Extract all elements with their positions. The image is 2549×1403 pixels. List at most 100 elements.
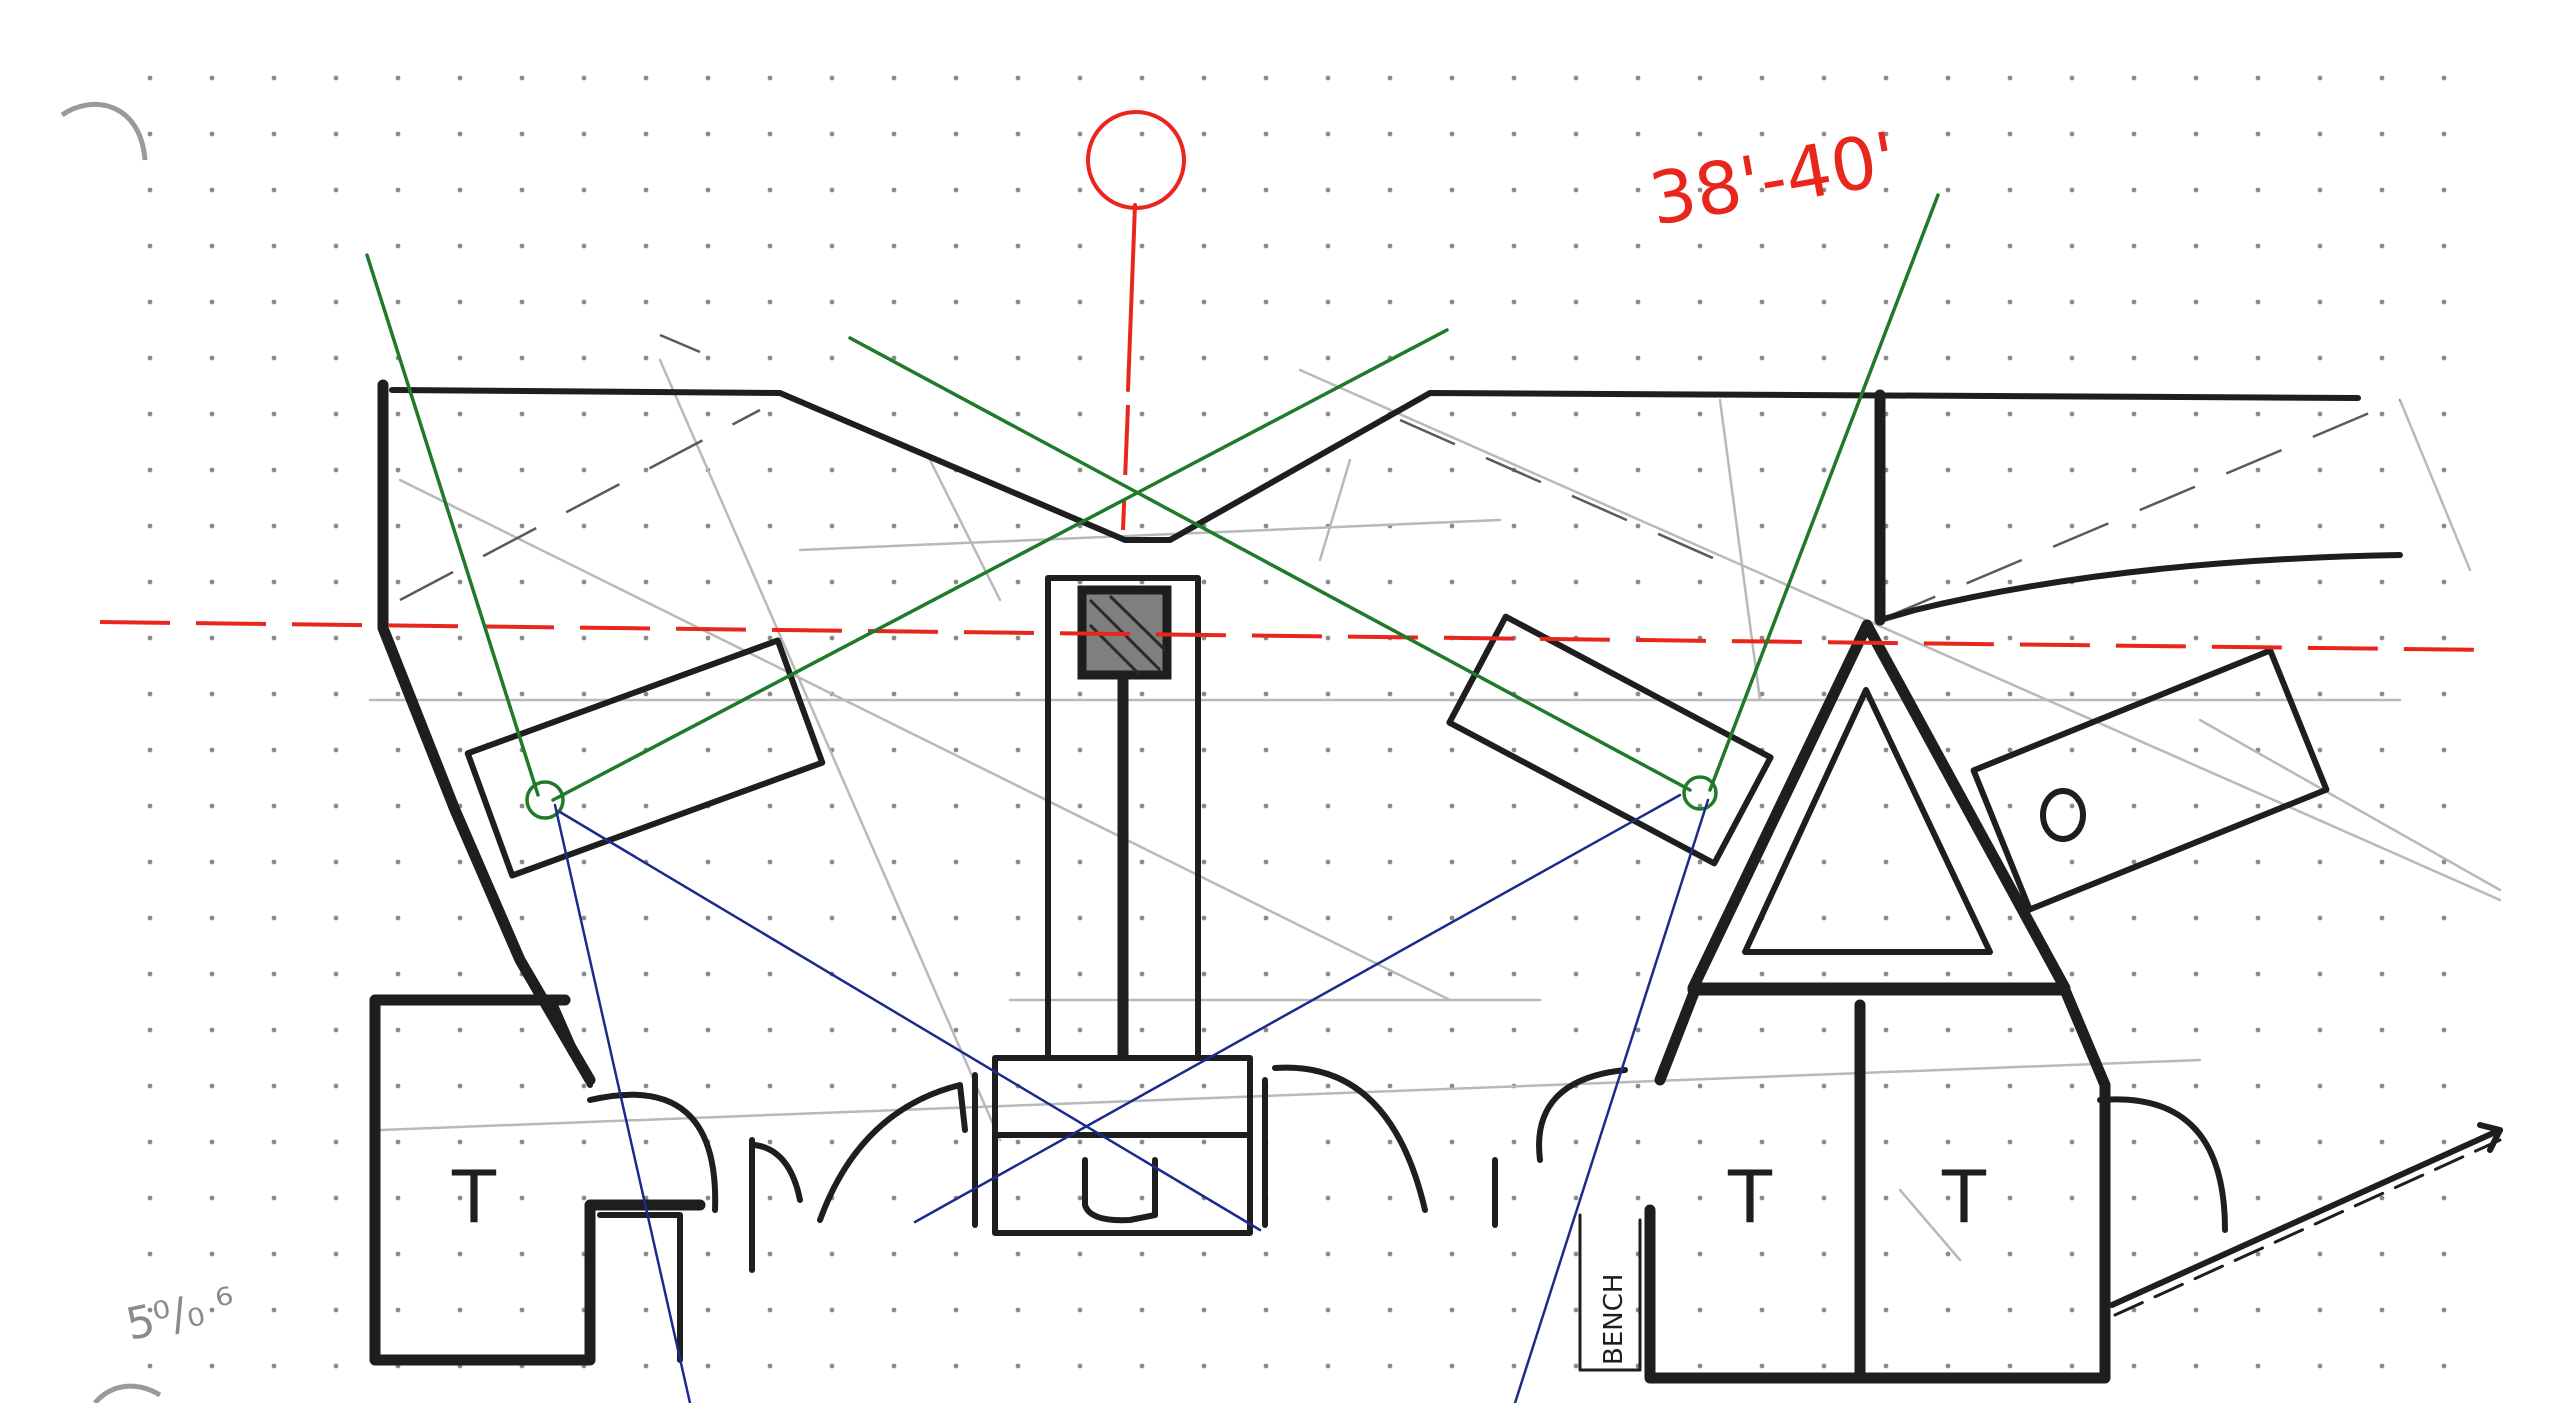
grid-dot [2131,635,2137,641]
grid-dot [767,1139,773,1145]
grid-dot [1635,131,1641,137]
grid-dot [1077,243,1083,249]
grid-dot [1883,187,1889,193]
grid-dot [581,691,587,697]
grid-dot [1635,299,1641,305]
grid-dot [519,859,525,865]
grid-dot [2317,803,2323,809]
grid-dot [2193,299,2199,305]
grid-dot [395,243,401,249]
grid-dot [1077,691,1083,697]
grid-dot [891,859,897,865]
grid-dot [333,355,339,361]
grid-dot [1201,691,1207,697]
left-exterior-wall [377,379,596,1086]
grid-dot [147,75,153,81]
right-overhang [1877,552,2403,623]
grid-dot [333,859,339,865]
grid-dot [1759,579,1765,585]
grid-dot [1387,747,1393,753]
grid-dot [2317,971,2323,977]
grid-dot [2255,467,2261,473]
grid-dot [2007,1139,2013,1145]
grid-dot [1759,243,1765,249]
grid-dot [953,1363,959,1369]
grid-dot [395,411,401,417]
grid-dot [2131,915,2137,921]
grid-dot [2007,467,2013,473]
grid-dot [2379,467,2385,473]
grid-dot [2379,691,2385,697]
grid-dot [643,411,649,417]
grid-dot [2441,187,2447,193]
grid-dot [209,131,215,137]
grid-dot [643,635,649,641]
grid-dot [1573,411,1579,417]
grid-dot [953,411,959,417]
grid-dot [147,131,153,137]
dimension-label: 38'-40' [1643,116,1903,242]
grid-dot [147,915,153,921]
grid-dot [519,635,525,641]
table-label-left: T [451,1155,497,1239]
grid-dot [2007,915,2013,921]
grid-dot [581,915,587,921]
grid-dot [1201,859,1207,865]
grid-dot [1697,1027,1703,1033]
grid-dot [2193,1195,2199,1201]
grid-dot [2317,299,2323,305]
grid-dot [2193,1027,2199,1033]
grid-dot [581,75,587,81]
grid-dot [643,523,649,529]
grid-dot [2069,1083,2075,1089]
grid-dot [271,75,277,81]
grid-dot [1077,1251,1083,1257]
grid-dot [2193,971,2199,977]
grid-dot [2379,971,2385,977]
grid-dot [953,747,959,753]
grid-dot [829,1027,835,1033]
grid-dot [953,355,959,361]
grid-dot [2007,243,2013,249]
grid-dot [1883,1251,1889,1257]
grid-dot [891,747,897,753]
grid-dot [1325,299,1331,305]
table-label-mid: T [1727,1155,1773,1239]
grid-dot [643,971,649,977]
grid-dot [1449,859,1455,865]
grid-dot [395,803,401,809]
grid-dot [581,859,587,865]
grid-dot [1077,1307,1083,1313]
grid-dot [1511,523,1517,529]
grid-dot [767,635,773,641]
grid-dot [581,803,587,809]
grid-dot [1945,1251,1951,1257]
grid-dot [1883,131,1889,137]
grid-dot [1635,803,1641,809]
grid-dot [953,523,959,529]
grid-dot [829,243,835,249]
grid-dot [395,131,401,137]
grid-dot [953,635,959,641]
grid-dot [1387,131,1393,137]
grid-dot [705,75,711,81]
grid-dot [1697,1363,1703,1369]
grid-dot [953,691,959,697]
grid-dot [2441,1195,2447,1201]
right-panel-marker [2040,788,2086,842]
grid-dot [1449,467,1455,473]
grid-dot [1077,1139,1083,1145]
grid-dot [1077,1083,1083,1089]
grid-dot [1821,243,1827,249]
grid-dot [2441,355,2447,361]
grid-dot [1759,523,1765,529]
grid-dot [519,355,525,361]
grid-dot [333,915,339,921]
grid-dot [2379,355,2385,361]
grid-dot [1015,1139,1021,1145]
grid-dot [581,1139,587,1145]
grid-dot [829,187,835,193]
grid-dot [395,299,401,305]
grid-dot [2317,523,2323,529]
